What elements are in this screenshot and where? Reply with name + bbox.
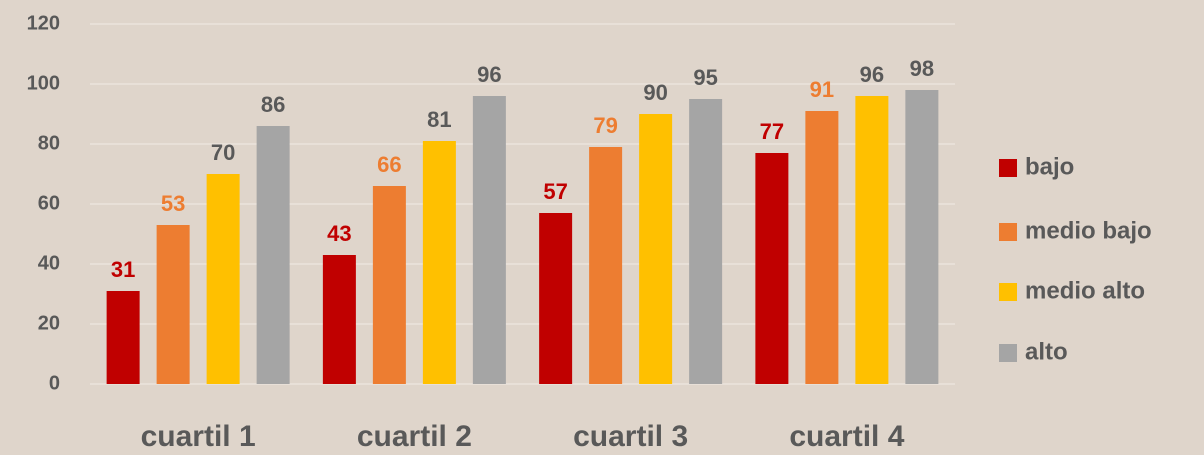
y-tick-label: 20: [38, 312, 60, 334]
data-label: 98: [910, 56, 934, 81]
data-label: 79: [593, 113, 617, 138]
legend-swatch: [999, 223, 1017, 241]
bar: [905, 90, 939, 384]
x-tick-label: cuartil 1: [141, 420, 256, 453]
data-label: 91: [810, 77, 834, 102]
legend-label: alto: [1025, 338, 1068, 365]
data-label: 95: [693, 65, 717, 90]
bar: [256, 126, 290, 384]
x-tick-label: cuartil 3: [573, 420, 688, 453]
legend-swatch: [999, 283, 1017, 301]
bar: [156, 225, 190, 384]
bar: [689, 99, 723, 384]
bar: [322, 255, 356, 384]
bar: [805, 111, 839, 384]
data-label: 96: [860, 62, 884, 87]
data-label: 96: [477, 62, 501, 87]
data-label: 90: [643, 80, 667, 105]
data-label: 43: [327, 221, 351, 246]
data-label: 86: [261, 92, 285, 117]
legend-swatch: [999, 344, 1017, 362]
legend-label: bajo: [1025, 153, 1074, 180]
data-label: 70: [211, 140, 235, 165]
legend-label: medio bajo: [1025, 217, 1152, 244]
data-label: 66: [377, 152, 401, 177]
bar: [206, 174, 240, 384]
legend-label: medio alto: [1025, 277, 1145, 304]
data-label: 77: [760, 119, 784, 144]
y-tick-label: 80: [38, 132, 60, 154]
bar: [589, 147, 623, 384]
data-label: 81: [427, 107, 451, 132]
data-label: 31: [111, 257, 135, 282]
bar: [639, 114, 673, 384]
data-label: 57: [543, 179, 567, 204]
y-tick-label: 100: [27, 72, 60, 94]
x-tick-label: cuartil 2: [357, 420, 472, 453]
y-tick-label: 0: [49, 372, 60, 394]
bar: [855, 96, 889, 384]
bar: [472, 96, 506, 384]
bar: [422, 141, 456, 384]
y-tick-label: 40: [38, 252, 60, 274]
x-tick-label: cuartil 4: [789, 420, 904, 453]
legend-swatch: [999, 159, 1017, 177]
bar: [372, 186, 406, 384]
data-label: 53: [161, 191, 185, 216]
bar: [106, 291, 140, 384]
bar: [539, 213, 573, 384]
y-tick-label: 60: [38, 192, 60, 214]
y-tick-label: 120: [27, 12, 60, 34]
bar: [755, 153, 789, 384]
